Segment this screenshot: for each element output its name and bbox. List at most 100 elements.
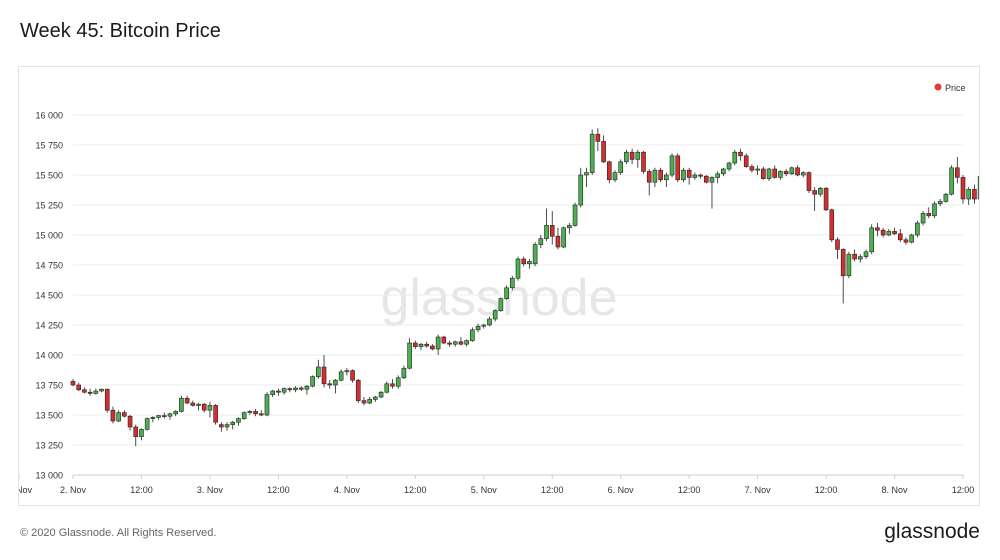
- candle-up: [464, 340, 469, 345]
- candle-down: [201, 403, 207, 411]
- candle-down: [606, 161, 612, 181]
- candle-up: [150, 417, 156, 419]
- candle-down: [122, 412, 127, 417]
- candle-up: [492, 310, 498, 320]
- candle-up: [789, 167, 795, 175]
- candle-down: [903, 239, 909, 243]
- candle-up: [310, 376, 315, 387]
- candle-up: [435, 336, 441, 350]
- candle-up: [977, 175, 983, 200]
- candle-up: [487, 318, 492, 326]
- y-axis: 13 000 13 250 13 500 13 750 14 000 14 250 14 5…: [35, 111, 63, 481]
- candle-up: [966, 189, 972, 200]
- candle-down: [954, 167, 960, 178]
- y-tick-label: 15 500: [35, 171, 63, 181]
- x-tick-label: 3. Nov: [197, 485, 224, 495]
- candle-down: [823, 187, 829, 211]
- copyright-footer: © 2020 Glassnode. All Rights Reserved.: [20, 527, 217, 539]
- candle-up: [498, 298, 504, 311]
- legend[interactable]: Price: [934, 83, 966, 93]
- candle-down: [835, 239, 840, 250]
- legend-label: Price: [945, 83, 966, 93]
- candle-down: [738, 151, 743, 157]
- x-tick-label: 12:00: [952, 485, 975, 495]
- candle-down: [897, 233, 903, 241]
- candle-up: [572, 204, 578, 226]
- candle-up: [173, 411, 178, 415]
- candle-up: [418, 343, 424, 347]
- candle-down: [761, 168, 766, 179]
- candle-down: [829, 209, 835, 241]
- x-tick-label: 9. Nov: [19, 485, 33, 495]
- candle-down: [595, 133, 601, 142]
- candle-down: [70, 381, 76, 386]
- candle-up: [139, 429, 144, 437]
- candle-up: [236, 418, 241, 423]
- candle-up: [618, 161, 623, 173]
- candle-down: [258, 413, 264, 416]
- watermark: glassnode: [380, 269, 617, 327]
- y-tick-label: 15 250: [35, 201, 63, 211]
- candle-up: [800, 172, 806, 176]
- candle-down: [390, 383, 395, 387]
- candle-up: [367, 399, 372, 404]
- candle-up: [230, 421, 236, 425]
- candle-up: [909, 234, 914, 243]
- candle-up: [544, 225, 549, 239]
- candle-up: [943, 193, 949, 202]
- candle-down: [549, 225, 555, 237]
- candle-down: [413, 342, 418, 347]
- candle-down: [852, 253, 857, 260]
- candle-up: [395, 377, 401, 387]
- candle-up: [116, 412, 121, 422]
- chart-panel: glassnode 13 000 13 250 13 500 13 750 14 000…: [6, 66, 989, 506]
- y-tick-label: 13 000: [35, 471, 63, 481]
- candle-up: [93, 390, 99, 394]
- candle-up: [452, 341, 458, 345]
- candle-up: [858, 256, 863, 260]
- candle-up: [567, 225, 572, 229]
- candle-up: [470, 329, 475, 341]
- x-tick-label: 12:00: [267, 485, 290, 495]
- candle-down: [82, 389, 87, 393]
- candle-down: [287, 388, 293, 391]
- candle-down: [749, 166, 755, 171]
- x-tick-label: 4. Nov: [334, 485, 361, 495]
- candle-up: [247, 411, 253, 413]
- candle-up: [635, 151, 641, 160]
- candle-down: [772, 168, 778, 178]
- candle-down: [430, 345, 435, 350]
- x-tick-label: 12:00: [130, 485, 153, 495]
- candle-down: [806, 172, 812, 191]
- candle-down: [190, 402, 196, 406]
- candle-down: [327, 383, 333, 386]
- candle-down: [972, 189, 977, 200]
- candle-up: [778, 171, 783, 178]
- y-tick-label: 13 750: [35, 381, 63, 391]
- y-tick-label: 16 000: [35, 111, 63, 121]
- candle-down: [601, 141, 606, 163]
- candle-down: [350, 370, 355, 381]
- candle-down: [658, 169, 663, 181]
- x-tick-label: 2. Nov: [60, 485, 87, 495]
- candle-up: [715, 173, 720, 178]
- y-tick-label: 14 000: [35, 351, 63, 361]
- candle-down: [783, 171, 789, 175]
- candle-up: [401, 367, 407, 379]
- y-tick-label: 15 750: [35, 141, 63, 151]
- y-tick-label: 14 750: [35, 261, 63, 271]
- grid-lines: [73, 114, 963, 476]
- candle-down: [675, 155, 681, 181]
- candle-up: [264, 394, 270, 416]
- candle-down: [795, 167, 800, 176]
- candle-down: [458, 341, 464, 345]
- candle-up: [378, 391, 384, 398]
- legend-dot: [934, 83, 942, 91]
- candle-up: [99, 388, 104, 392]
- x-tick-label: 6. Nov: [608, 485, 635, 495]
- candle-up: [766, 168, 772, 179]
- candle-up: [509, 277, 515, 289]
- candle-down: [555, 235, 561, 248]
- candle-up: [681, 169, 686, 181]
- candle-down: [355, 379, 361, 401]
